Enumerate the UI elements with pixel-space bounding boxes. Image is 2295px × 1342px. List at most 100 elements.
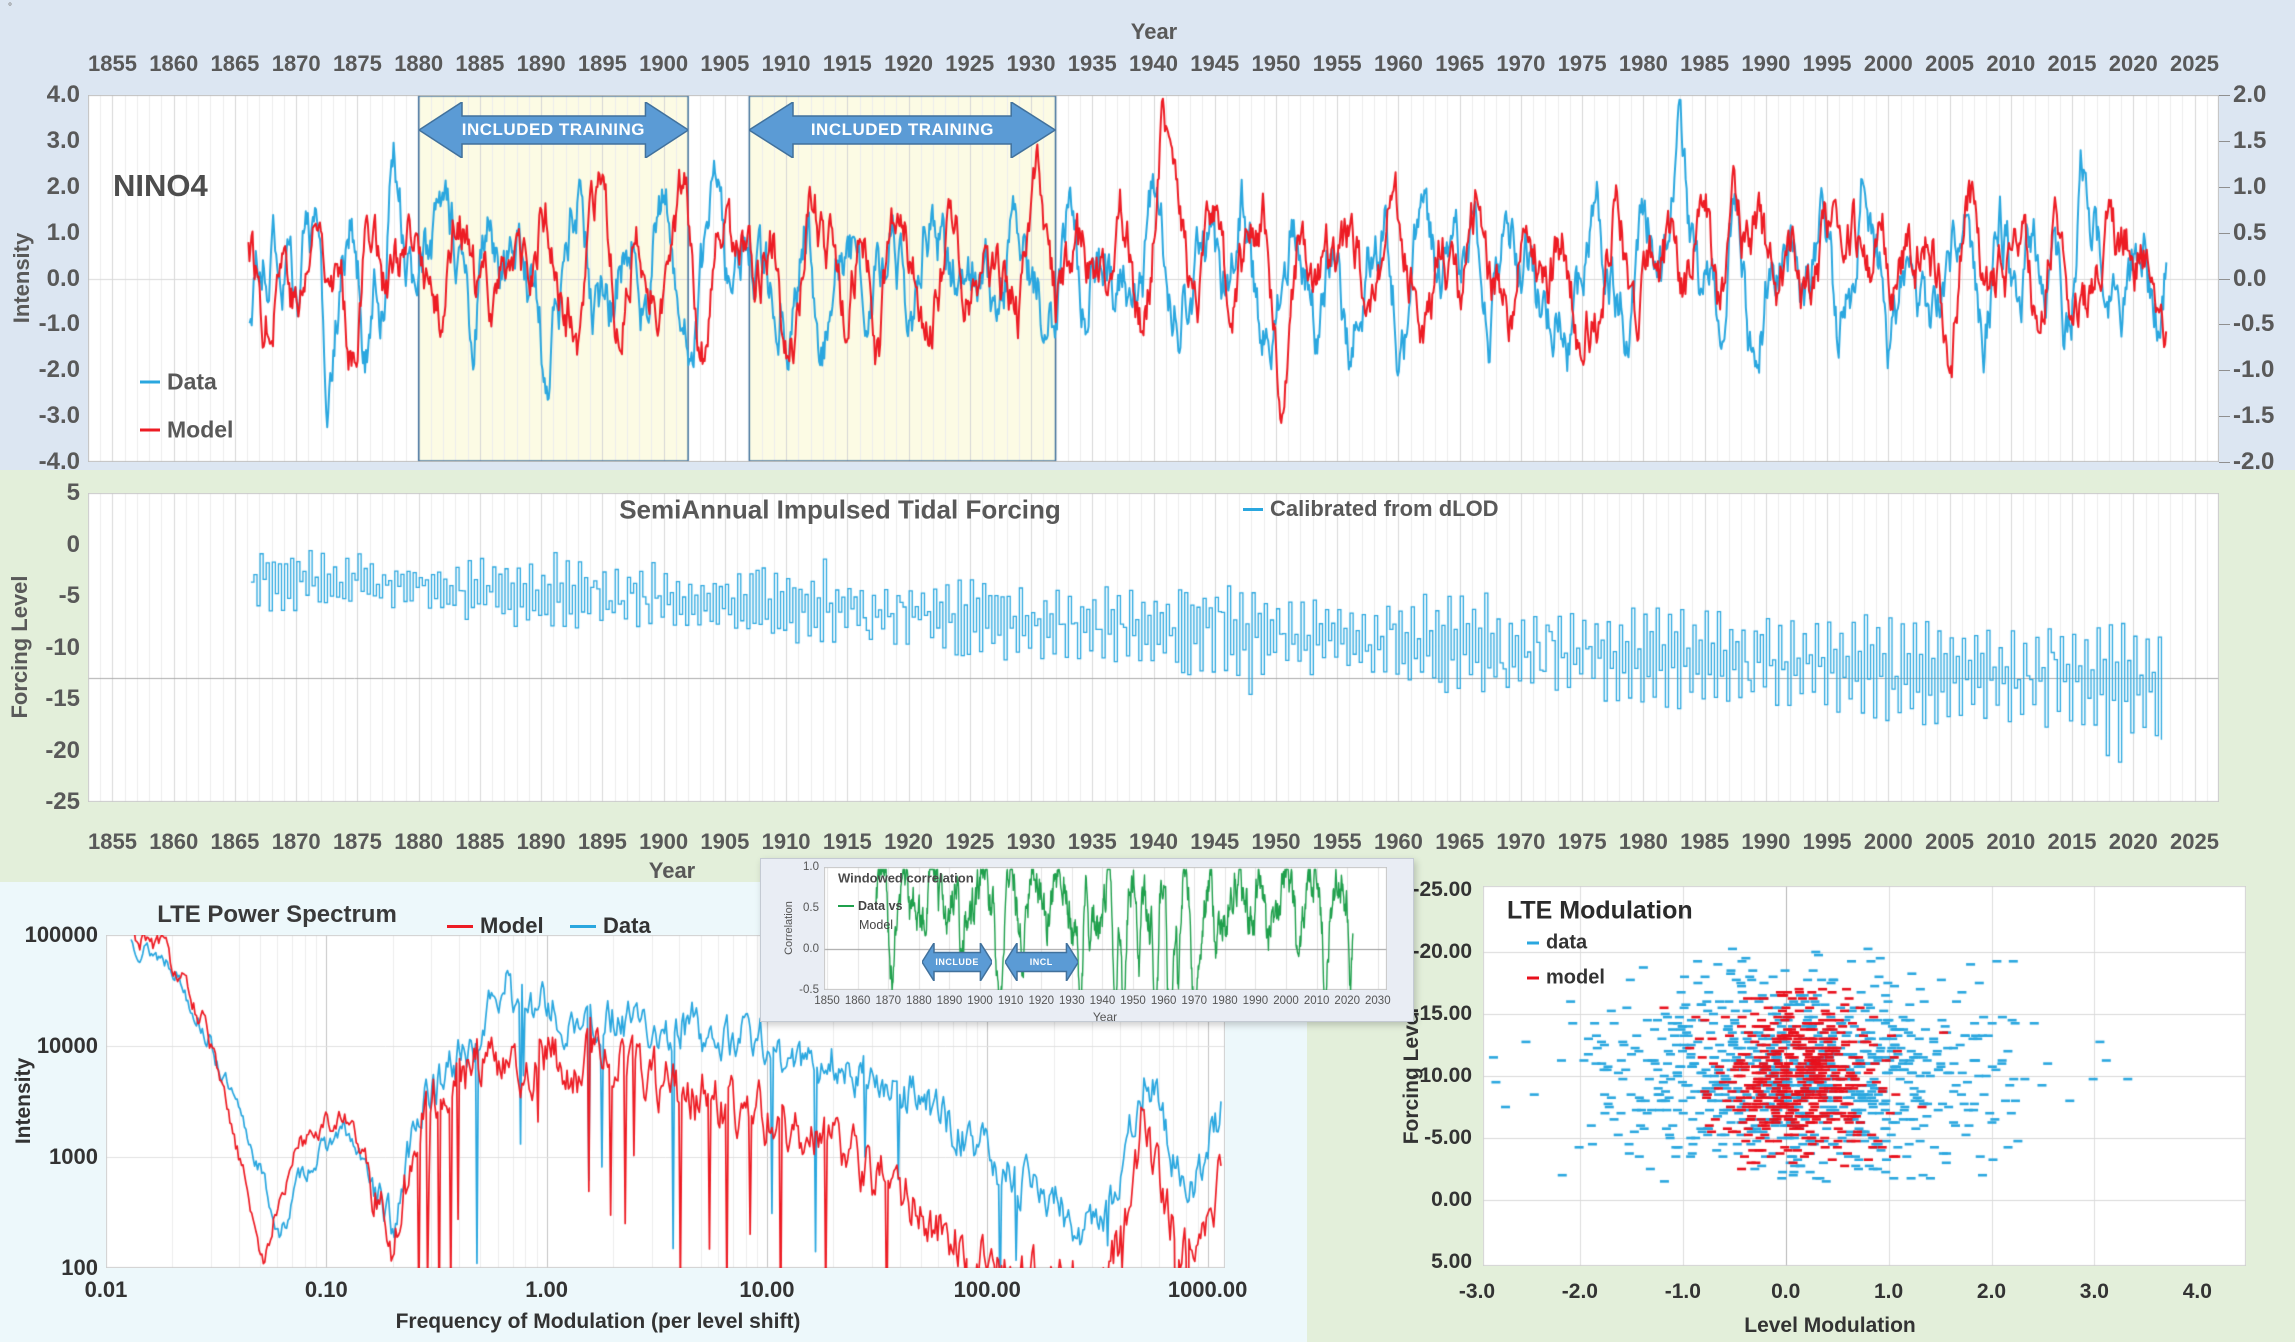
spectrum-bottom-tick: 1000.00 xyxy=(1167,1277,1248,1302)
tidal-bottom-tick: 2005 xyxy=(1925,829,1975,854)
nino4-left-tick: 4.0 xyxy=(46,81,80,108)
modulation-left-tick: -20.00 xyxy=(1412,940,1472,963)
nino4-right-tick: -0.5 xyxy=(2233,310,2275,338)
included-training-banner: INCLUDE xyxy=(921,943,993,981)
nino4-top-tick: 2020 xyxy=(2108,51,2158,76)
nino4-top-tick: 1990 xyxy=(1741,51,1791,76)
inset-bottom-tick: 1960 xyxy=(1150,995,1177,1007)
inset-bottom-tick: 1930 xyxy=(1059,995,1085,1007)
nino4-plot-area xyxy=(88,95,2219,462)
modulation-xlabel-level-modulation: Level Modulation xyxy=(1744,1314,1916,1337)
legend-key-icon xyxy=(140,428,160,432)
nino4-label: NINO4 xyxy=(113,168,208,203)
nino4-legend-model: Model xyxy=(140,417,233,444)
legend-key-icon xyxy=(447,924,473,928)
tidal-bottom-tick: 1995 xyxy=(1802,829,1852,854)
tidal-bottom-tick: 1875 xyxy=(332,829,382,854)
tidal-bottom-tick: 2025 xyxy=(2170,829,2219,854)
inset-bottom-tick: 1980 xyxy=(1212,995,1238,1007)
inset-bottom-tick: 1950 xyxy=(1120,995,1146,1007)
nino4-top-tick: 1865 xyxy=(210,51,260,76)
nino4-top-tick: 1905 xyxy=(700,51,750,76)
modulation-left-tick: -25.00 xyxy=(1412,878,1472,901)
spectrum-title: LTE Power Spectrum xyxy=(157,901,397,928)
inset-bottom-tick: 1850 xyxy=(814,995,840,1007)
nino4-top-tick: 1995 xyxy=(1802,51,1852,76)
inset-legend-label-line2: Model xyxy=(859,918,894,932)
banner-label: INCLUDED TRAINING xyxy=(461,120,645,139)
tidal-bottom-tick: 2020 xyxy=(2108,829,2158,854)
inset-left-tick: 0.5 xyxy=(803,902,819,914)
nino4-top-tick: 1940 xyxy=(1129,51,1178,76)
nino4-top-tick: 1875 xyxy=(332,51,382,76)
nino4-right-tick: 0.5 xyxy=(2233,218,2267,246)
inset-legend-label-line1: Data vs xyxy=(858,899,903,913)
tidal-legend-calibrated: Calibrated from dLOD xyxy=(1243,496,1499,522)
axis-tick-mark xyxy=(2219,416,2230,418)
nino4-top-tick: 1970 xyxy=(1496,51,1546,76)
spectrum-bottom-tick: 100.00 xyxy=(953,1277,1021,1302)
tidal-bottom-tick: 2015 xyxy=(2047,829,2097,854)
modulation-left-tick: 0.00 xyxy=(1431,1188,1472,1211)
nino4-top-tick: 1965 xyxy=(1435,51,1485,76)
tidal-bottom-tick: 1890 xyxy=(516,829,566,854)
modulation-plot-area xyxy=(1483,886,2246,1266)
legend-label: Calibrated from dLOD xyxy=(1270,496,1499,521)
spectrum-left-tick: 1000 xyxy=(49,1144,98,1169)
tidal-title: SemiAnnual Impulsed Tidal Forcing xyxy=(619,494,1061,525)
axis-tick-mark xyxy=(2219,95,2230,96)
nino4-right-tick: -1.0 xyxy=(2233,356,2275,384)
tidal-left-tick: -20 xyxy=(45,736,80,764)
nino4-left-tick: 3.0 xyxy=(46,126,80,154)
inset-bottom-tick: 2020 xyxy=(1334,995,1361,1007)
nino4-canvas xyxy=(88,95,2219,462)
nino4-top-tick: 2015 xyxy=(2047,51,2097,76)
axis-tick-mark xyxy=(2219,232,2230,234)
tidal-bottom-tick: 1935 xyxy=(1067,829,1117,854)
double-arrow-icon xyxy=(921,943,993,981)
tidal-bottom-tick: 1950 xyxy=(1251,829,1301,854)
tidal-bottom-tick: 1955 xyxy=(1312,829,1362,854)
tidal-canvas xyxy=(88,493,2219,802)
included-training-banner: INCLUDED TRAINING xyxy=(418,102,689,158)
tidal-xlabel-year: Year xyxy=(648,858,696,883)
spectrum-left-tick: 100000 xyxy=(24,922,98,947)
inset-bottom-tick: 1910 xyxy=(997,995,1024,1007)
spectrum-left-tick: 100 xyxy=(61,1255,98,1280)
nino4-top-tick: 1915 xyxy=(822,51,872,76)
tidal-bottom-tick: 1985 xyxy=(1680,829,1730,854)
tidal-left-tick: 0 xyxy=(66,530,80,558)
banner-label: INCLUDED TRAINING xyxy=(810,120,995,139)
tidal-bottom-tick: 1885 xyxy=(455,829,505,854)
legend-key-icon xyxy=(570,924,596,928)
tidal-plot-area xyxy=(88,493,2219,802)
tidal-bottom-tick: 1860 xyxy=(149,829,199,854)
inset-bottom-tick: 2030 xyxy=(1365,995,1391,1007)
inset-ylabel-correlation: Correlation xyxy=(783,901,795,955)
tidal-bottom-tick: 1940 xyxy=(1129,829,1178,854)
banner-label: INCLUDE xyxy=(935,957,979,967)
nino4-left-tick: 1.0 xyxy=(46,218,80,246)
correlation-plot-area xyxy=(824,867,1387,990)
tidal-bottom-tick: 1990 xyxy=(1741,829,1791,854)
modulation-bottom-tick: 0.0 xyxy=(1771,1280,1801,1303)
tidal-bottom-tick: 1960 xyxy=(1373,829,1423,854)
spectrum-legend-data: Data xyxy=(570,913,651,939)
nino4-ylabel-intensity: Intensity xyxy=(9,232,34,324)
tidal-bottom-tick: 1980 xyxy=(1618,829,1668,854)
nino4-left-tick: 0.0 xyxy=(46,264,80,292)
inset-bottom-tick: 1920 xyxy=(1028,995,1055,1007)
spectrum-bottom-tick: 1.00 xyxy=(525,1277,569,1302)
axis-tick-mark xyxy=(2219,462,2230,463)
axis-tick-mark xyxy=(2219,278,2230,280)
modulation-canvas xyxy=(1483,886,2246,1266)
nino4-top-tick: 1930 xyxy=(1006,51,1056,76)
inset-bottom-tick: 1860 xyxy=(844,995,871,1007)
tidal-left-tick: -5 xyxy=(58,582,80,609)
nino4-right-tick: 1.5 xyxy=(2233,126,2267,154)
tidal-bottom-tick: 1925 xyxy=(945,829,995,854)
included-training-banner: INCLUDED TRAINING xyxy=(749,102,1056,158)
legend-label: Model xyxy=(480,913,544,938)
tidal-bottom-tick: 1870 xyxy=(271,829,321,854)
